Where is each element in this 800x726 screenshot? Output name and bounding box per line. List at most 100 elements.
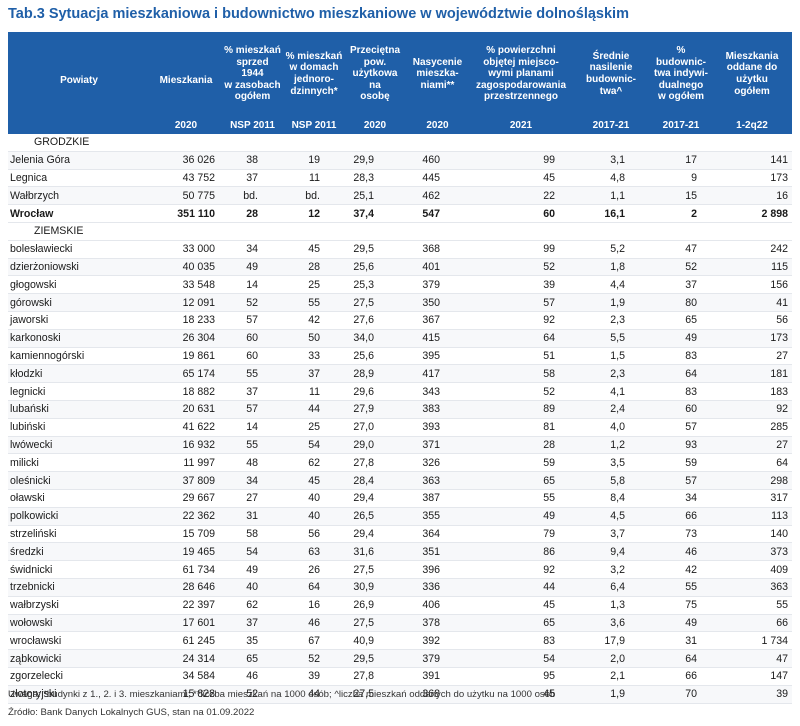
cell-value: 52 <box>470 382 572 401</box>
data-row: kłodzki 65 174 55 37 28,9 417 58 2,3 64 181 <box>8 364 792 384</box>
data-row: wrocławski 61 245 35 67 40,9 392 83 17,9 31 1 734 <box>8 631 792 651</box>
cell-value: 92 <box>712 400 792 419</box>
data-row: świdnicki 61 734 49 26 27,5 396 92 3,2 42 409 <box>8 560 792 579</box>
cell-value: 54 <box>222 542 283 562</box>
cell-value: 27,5 <box>345 560 405 579</box>
cell-value: 83 <box>650 382 712 401</box>
column-period: 2020 <box>150 116 222 134</box>
data-row: złotoryjski 15 828 52 44 27,5 368 45 1,9 70 39 <box>8 685 792 704</box>
cell-value: 81 <box>470 418 572 437</box>
cell-value: 64 <box>712 453 792 473</box>
cell-value: 11 <box>283 169 345 188</box>
cell-value: 147 <box>712 667 792 686</box>
cell-value: 2,0 <box>572 649 650 668</box>
cell-value: 4,0 <box>572 418 650 437</box>
cell-value: 373 <box>712 542 792 562</box>
cell-value: 64 <box>283 578 345 597</box>
data-row: lwówecki 16 932 55 54 29,0 371 28 1,2 93 27 <box>8 436 792 455</box>
cell-value: 73 <box>650 525 712 544</box>
cell-value: 5,8 <box>572 471 650 490</box>
cell-value: 183 <box>712 382 792 401</box>
cell-value: bd. <box>283 186 345 206</box>
cell-value: 22 <box>470 186 572 206</box>
header-labels: Powiaty Mieszkania% mieszkań sprzed 1944 … <box>8 32 792 116</box>
cell-value: 57 <box>650 471 712 490</box>
cell-value: 54 <box>470 649 572 668</box>
cell-value: 368 <box>405 685 470 704</box>
column-header: Nasycenie mieszka- niami** <box>405 32 470 116</box>
cell-value: 379 <box>405 275 470 295</box>
cell-value: 34 <box>650 489 712 508</box>
cell-value: 55 <box>470 489 572 508</box>
cell-value: 41 <box>712 293 792 312</box>
table-title: Tab.3 Sytuacja mieszkaniowa i budownictw… <box>8 6 629 22</box>
cell-value: 55 <box>283 293 345 312</box>
cell-value: 29,5 <box>345 649 405 668</box>
cell-value: 34,0 <box>345 329 405 348</box>
cell-value: 45 <box>283 471 345 490</box>
data-table: Powiaty Mieszkania% mieszkań sprzed 1944 … <box>8 32 792 704</box>
data-row: ząbkowicki 24 314 65 52 29,5 379 54 2,0 64 47 <box>8 649 792 668</box>
cell-value: 58 <box>470 364 572 384</box>
cell-value: 42 <box>283 311 345 330</box>
cell-value: 3,2 <box>572 560 650 579</box>
data-row: polkowicki 22 362 31 40 26,5 355 49 4,5 66 113 <box>8 507 792 526</box>
data-row: Jelenia Góra 36 026 38 19 29,9 460 99 3,1 17 141 <box>8 151 792 170</box>
cell-value: 25,6 <box>345 347 405 366</box>
cell-value: 1,3 <box>572 596 650 615</box>
column-period: 2021 <box>470 116 572 134</box>
district-name: kłodzki <box>8 364 150 384</box>
cell-value: 47 <box>712 649 792 668</box>
column-period: NSP 2011 <box>283 116 345 134</box>
cell-value: 391 <box>405 667 470 686</box>
cell-value: 28,3 <box>345 169 405 188</box>
district-name: świdnicki <box>8 560 150 579</box>
cell-value: 395 <box>405 347 470 366</box>
cell-value: 39 <box>283 667 345 686</box>
cell-value: 37,4 <box>345 204 405 223</box>
cell-value: 406 <box>405 596 470 615</box>
cell-value: 52 <box>222 293 283 312</box>
data-row: wałbrzyski 22 397 62 16 26,9 406 45 1,3 75 55 <box>8 596 792 615</box>
district-name: Jelenia Góra <box>8 151 150 170</box>
section-label: GRODZKIE <box>8 134 792 152</box>
cell-value: 49 <box>650 329 712 348</box>
cell-value: 92 <box>470 311 572 330</box>
cell-value: 52 <box>283 649 345 668</box>
cell-value: 27,5 <box>345 293 405 312</box>
cell-value: 364 <box>405 525 470 544</box>
cell-value: 9,4 <box>572 542 650 562</box>
cell-value: 49 <box>650 614 712 633</box>
cell-value: 67 <box>283 631 345 651</box>
cell-value: 31 <box>650 631 712 651</box>
district-name: ząbkowicki <box>8 649 150 668</box>
cell-value: 392 <box>405 631 470 651</box>
data-row: górowski 12 091 52 55 27,5 350 57 1,9 80 41 <box>8 293 792 312</box>
cell-value: 22 362 <box>150 507 222 526</box>
cell-value: 29 667 <box>150 489 222 508</box>
cell-value: 20 631 <box>150 400 222 419</box>
district-name: karkonoski <box>8 329 150 348</box>
column-header: % mieszkań w domach jednoro- dzinnych* <box>283 32 345 116</box>
column-header: % budownic- twa indywi- dualnego w ogółe… <box>650 32 712 116</box>
source: Źródło: Bank Danych Lokalnych GUS, stan … <box>8 707 255 718</box>
cell-value: 50 <box>283 329 345 348</box>
cell-value: 2,4 <box>572 400 650 419</box>
cell-value: 92 <box>470 560 572 579</box>
cell-value: 65 <box>650 311 712 330</box>
column-header: Mieszkania <box>150 32 222 116</box>
district-name: legnicki <box>8 382 150 401</box>
cell-value: 40 <box>283 489 345 508</box>
column-period: 2020 <box>345 116 405 134</box>
cell-value: 45 <box>283 240 345 259</box>
cell-value: 57 <box>650 418 712 437</box>
cell-value: 66 <box>712 614 792 633</box>
cell-value: 28 <box>222 204 283 223</box>
column-header: Mieszkania oddane do użytku ogółem <box>712 32 792 116</box>
cell-value: 42 <box>650 560 712 579</box>
cell-value: 9 <box>650 169 712 188</box>
cell-value: 46 <box>650 542 712 562</box>
cell-value: 27,8 <box>345 667 405 686</box>
cell-value: 45 <box>470 596 572 615</box>
